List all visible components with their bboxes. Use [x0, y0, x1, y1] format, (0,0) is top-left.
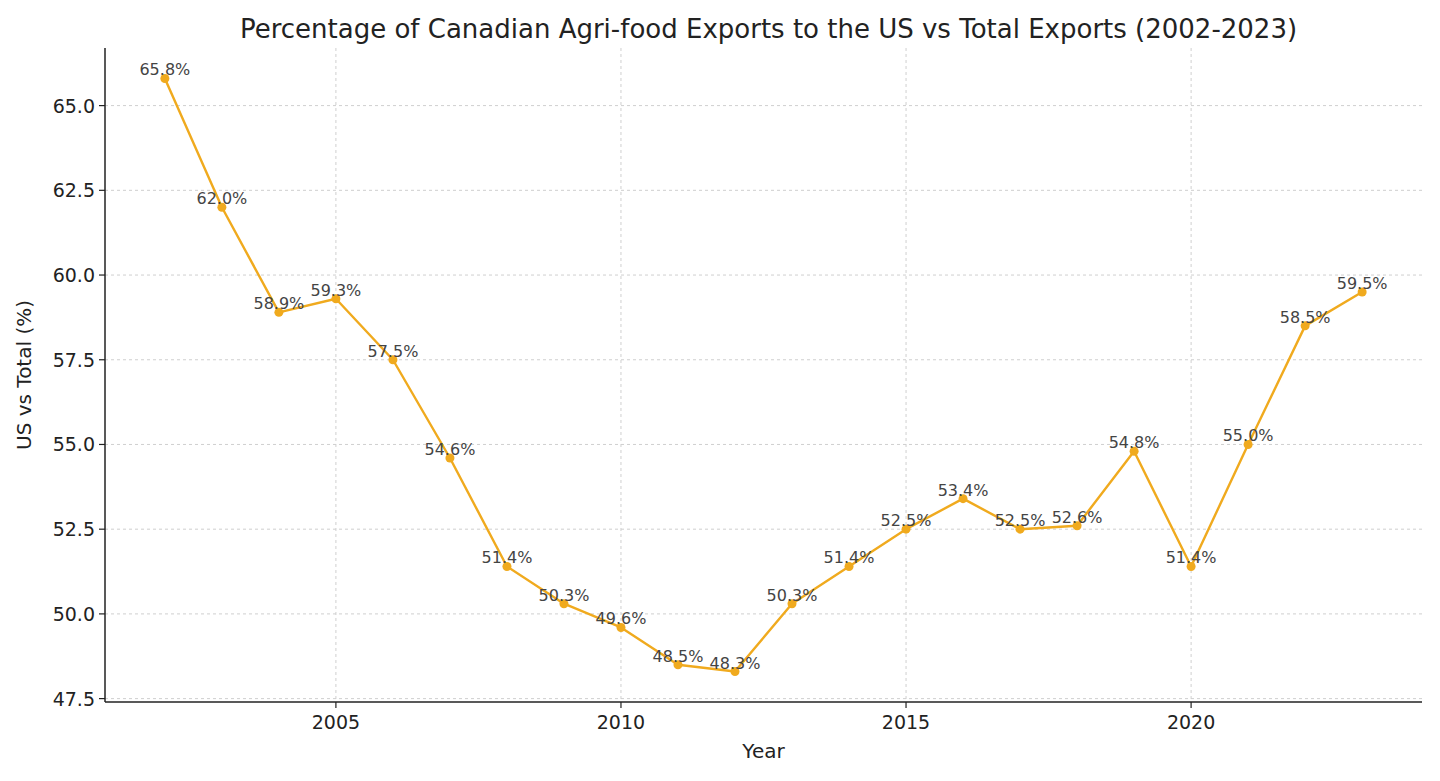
grid-line	[105, 529, 1422, 530]
title: Percentage of Canadian Agri-food Exports…	[240, 14, 1297, 44]
y-axis	[104, 48, 106, 702]
tick	[620, 702, 621, 708]
grid-line	[105, 359, 1422, 360]
data-label: 51.4%	[824, 548, 875, 567]
data-label: 54.6%	[425, 440, 476, 459]
x-axis	[105, 701, 1422, 703]
data-label: 49.6%	[596, 609, 647, 628]
tick-label: 57.5	[53, 349, 95, 371]
plot-area	[160, 74, 1366, 676]
tick-label: 65.0	[53, 95, 95, 117]
data-label: 52.5%	[881, 511, 932, 530]
tick	[905, 702, 906, 708]
tick	[99, 444, 105, 445]
grid-line	[1191, 48, 1192, 702]
data-label: 58.9%	[253, 294, 304, 313]
grid-line	[105, 275, 1422, 276]
tick-label: 47.5	[53, 688, 95, 710]
tick	[99, 190, 105, 191]
y-axis-label: US vs Total (%)	[12, 300, 36, 450]
grid-line	[105, 698, 1422, 699]
tick	[99, 359, 105, 360]
data-label: 52.6%	[1052, 508, 1103, 527]
data-label: 50.3%	[767, 586, 818, 605]
data-label: 52.5%	[995, 511, 1046, 530]
data-label: 48.3%	[710, 654, 761, 673]
chart: Percentage of Canadian Agri-food Exports…	[0, 0, 1440, 781]
tick	[99, 105, 105, 106]
data-label: 54.8%	[1109, 433, 1160, 452]
grid-line	[105, 613, 1422, 614]
tick-label: 50.0	[53, 603, 95, 625]
tick-label: 55.0	[53, 433, 95, 455]
data-label: 48.5%	[653, 647, 704, 666]
tick-label: 60.0	[53, 264, 95, 286]
data-label: 51.4%	[1166, 548, 1217, 567]
tick-label: 2005	[312, 711, 360, 733]
tick-label: 52.5	[53, 518, 95, 540]
data-label: 51.4%	[482, 548, 533, 567]
data-label: 59.3%	[310, 281, 361, 300]
data-label: 50.3%	[539, 586, 590, 605]
grid-line	[105, 190, 1422, 191]
tick-label: 2015	[882, 711, 930, 733]
data-label: 53.4%	[938, 481, 989, 500]
tick	[99, 274, 105, 275]
tick	[335, 702, 336, 708]
grid-line	[105, 105, 1422, 106]
tick	[99, 698, 105, 699]
grid-line	[906, 48, 907, 702]
grid-line	[335, 48, 336, 702]
data-label: 62.0%	[196, 189, 247, 208]
tick	[99, 613, 105, 614]
data-label: 59.5%	[1337, 274, 1388, 293]
tick	[99, 529, 105, 530]
data-label: 58.5%	[1280, 308, 1331, 327]
grid-line	[620, 48, 621, 702]
data-label: 65.8%	[139, 60, 190, 79]
tick-label: 2010	[597, 711, 645, 733]
data-label: 57.5%	[368, 342, 419, 361]
series-line	[165, 79, 1362, 672]
tick-label: 62.5	[53, 179, 95, 201]
tick-label: 2020	[1167, 711, 1215, 733]
x-axis-label: Year	[741, 739, 785, 763]
tick	[1190, 702, 1191, 708]
data-label: 55.0%	[1223, 426, 1274, 445]
